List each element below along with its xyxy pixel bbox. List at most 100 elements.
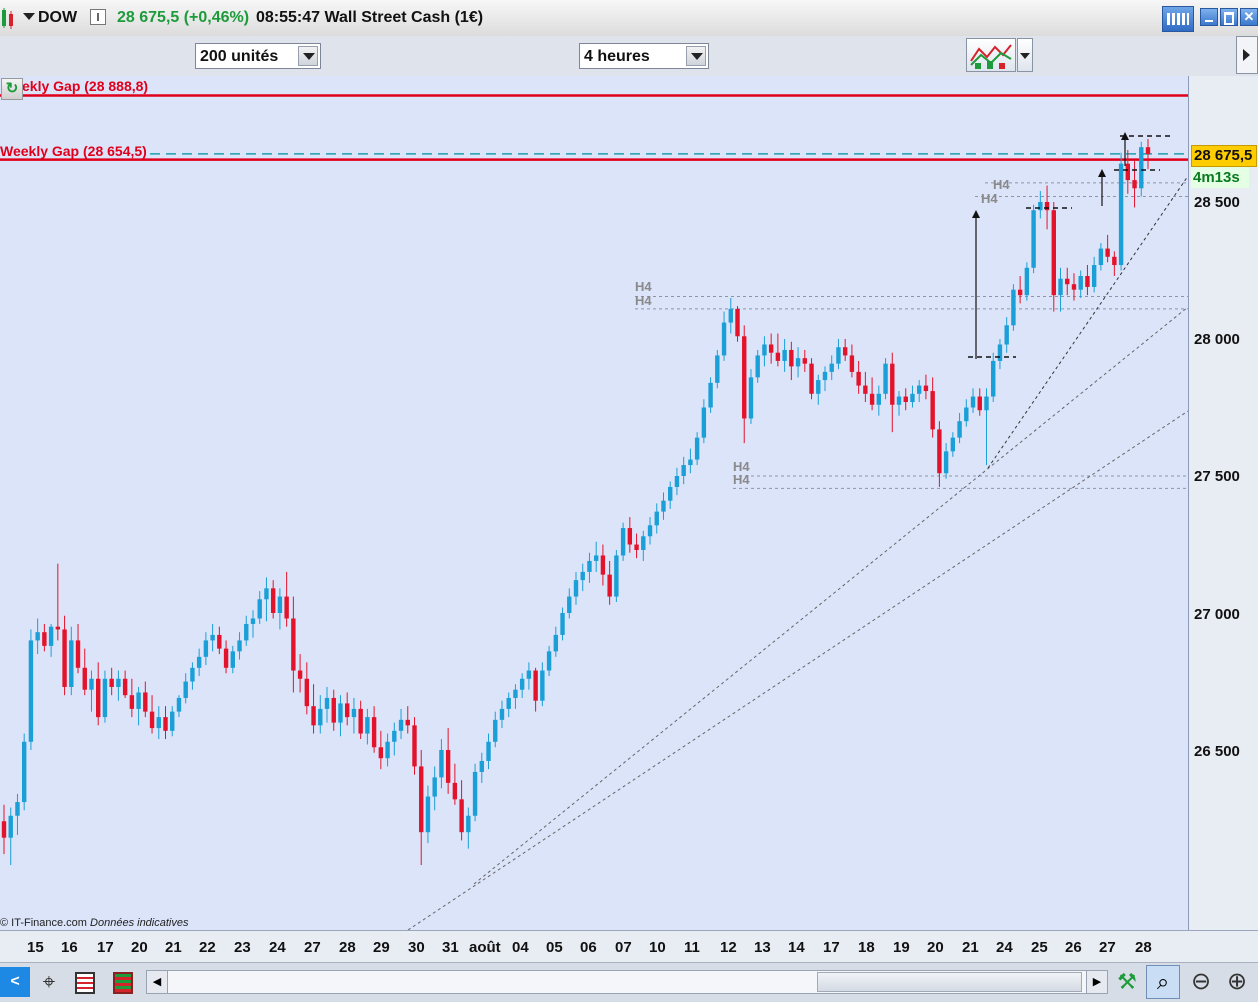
candle-body xyxy=(836,347,841,364)
x-tick-label: 24 xyxy=(996,939,1013,956)
candle-body xyxy=(35,632,40,641)
candle-body xyxy=(291,618,296,671)
candle-body xyxy=(472,771,478,816)
indicators-icon[interactable] xyxy=(966,38,1016,72)
candle-body xyxy=(459,799,464,833)
zoom-fit-icon[interactable]: ⌕ xyxy=(1146,965,1180,999)
candle-body xyxy=(681,465,686,476)
scroll-left-icon[interactable]: ◀ xyxy=(147,971,168,993)
side-panel-button[interactable] xyxy=(1236,36,1258,74)
credit-note: Données indicatives xyxy=(90,917,189,929)
candle-body xyxy=(977,396,982,411)
x-tick-label: 26 xyxy=(1065,939,1082,956)
maximize-icon[interactable] xyxy=(1220,8,1238,26)
bottom-toolbar: < ⌖ ◀ ▶ ⚒ ⌕ ⊖ ⊕ xyxy=(0,962,1258,1002)
arrow-head xyxy=(972,210,980,218)
indicators-dropdown[interactable] xyxy=(1017,38,1033,72)
candle-body xyxy=(1058,278,1063,296)
candle-body xyxy=(674,476,680,487)
candle-body xyxy=(842,347,848,356)
candle-body xyxy=(567,596,572,613)
candle-body xyxy=(129,695,135,709)
refresh-icon[interactable]: ↻ xyxy=(1,78,23,100)
symbol-dropdown-arrow[interactable] xyxy=(23,13,35,20)
chart-toolbar: 200 unités 4 heures xyxy=(0,36,1258,76)
chevron-down-icon[interactable] xyxy=(298,46,318,66)
horizontal-scrollbar[interactable]: ◀ ▶ xyxy=(146,970,1108,994)
candle-body xyxy=(863,385,868,394)
candle-body xyxy=(365,717,370,734)
candle-body xyxy=(398,719,404,731)
candle-body xyxy=(1044,202,1050,211)
candle-body xyxy=(553,634,559,652)
candle-body xyxy=(264,588,269,600)
candle-body xyxy=(950,437,956,452)
x-tick-label: 31 xyxy=(442,939,459,956)
y-tick-label: 26 500 xyxy=(1194,743,1240,760)
last-price-tag: 28 675,5 xyxy=(1191,145,1257,167)
candle-body xyxy=(1071,284,1077,290)
candle-body xyxy=(728,308,733,323)
candle-body xyxy=(170,711,175,731)
candle-body xyxy=(21,741,27,803)
info-icon[interactable] xyxy=(90,9,106,25)
close-icon[interactable]: ✕ xyxy=(1240,8,1258,26)
share-icon[interactable]: < xyxy=(0,967,30,997)
candle-body xyxy=(183,681,188,698)
time-axis[interactable] xyxy=(0,930,1258,963)
candle-body xyxy=(789,349,794,367)
scrollbar-thumb[interactable] xyxy=(817,972,1082,992)
trend-tools-icon[interactable]: ⚒ xyxy=(1117,969,1137,994)
candle-body xyxy=(755,355,760,378)
candle-body xyxy=(533,670,538,701)
candle-body xyxy=(1091,265,1097,287)
candle-body xyxy=(970,396,976,408)
candle-body xyxy=(156,717,161,729)
candle-body xyxy=(849,355,855,372)
price-chart[interactable] xyxy=(0,76,1189,931)
candle-body xyxy=(1031,210,1036,268)
candle-body xyxy=(69,640,74,687)
candle-body xyxy=(311,706,316,726)
candle-body xyxy=(116,678,121,687)
x-tick-label: 20 xyxy=(131,939,148,956)
crosshair-icon[interactable]: ⌖ xyxy=(42,969,56,994)
candle-body xyxy=(795,358,801,367)
candle-body xyxy=(614,555,619,597)
candle-body xyxy=(392,730,397,742)
x-tick-label: 21 xyxy=(962,939,979,956)
candle-body xyxy=(1065,278,1070,285)
candle-body xyxy=(688,459,693,466)
minimize-icon[interactable] xyxy=(1200,8,1218,26)
candle-body xyxy=(964,407,969,422)
units-select[interactable]: 200 unités xyxy=(195,43,321,69)
candle-body xyxy=(829,363,834,372)
candle-body xyxy=(385,741,390,759)
zoom-in-icon[interactable]: ⊕ xyxy=(1226,968,1248,995)
candle-body xyxy=(425,796,431,833)
h4-label: H4 xyxy=(733,459,750,474)
candlestick-chart-icon[interactable] xyxy=(0,8,20,30)
x-tick-label: 05 xyxy=(546,939,563,956)
keyboard-icon[interactable] xyxy=(1162,6,1194,32)
zoom-out-icon[interactable]: ⊖ xyxy=(1190,968,1212,995)
credit: © IT-Finance.com xyxy=(0,917,87,929)
chart-plot-area[interactable]: ekly Gap (28 888,8) Weekly Gap (28 654,5… xyxy=(0,76,1189,931)
candle-body xyxy=(378,747,384,759)
candle-body xyxy=(48,626,54,646)
period-select[interactable]: 4 heures xyxy=(579,43,709,69)
list-icon[interactable] xyxy=(70,967,100,997)
candle-body xyxy=(627,528,633,545)
scroll-right-icon[interactable]: ▶ xyxy=(1086,971,1107,993)
candle-body xyxy=(149,711,155,729)
candle-body xyxy=(304,678,310,707)
credit-text: © IT-Finance.com Données indicatives xyxy=(0,917,188,929)
price-axis[interactable]: 28 500 28 000 27 500 27 000 26 500 28 67… xyxy=(1189,76,1258,930)
candle-body xyxy=(984,396,989,411)
candle-body xyxy=(499,708,505,720)
x-tick-label: 24 xyxy=(269,939,286,956)
symbol-label[interactable]: DOW xyxy=(38,9,78,26)
candle-body xyxy=(1078,275,1083,290)
indicator-icon[interactable] xyxy=(108,967,138,997)
chevron-down-icon[interactable] xyxy=(686,46,706,66)
